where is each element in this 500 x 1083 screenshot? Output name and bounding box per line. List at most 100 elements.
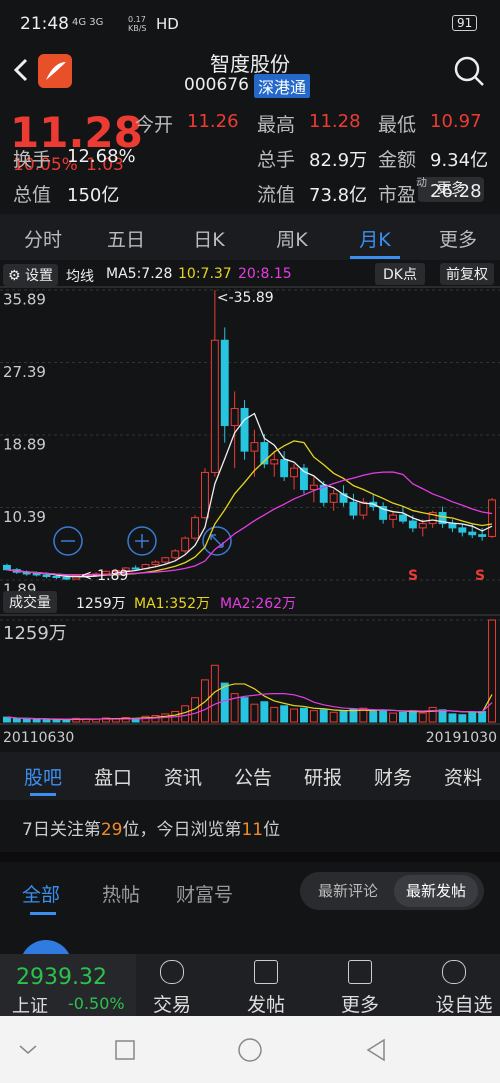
candle-body <box>181 537 190 552</box>
action-label[interactable]: 更多 <box>340 994 379 1016</box>
adjust-button[interactable]: 前复权 <box>440 263 494 285</box>
action-icon <box>254 960 278 984</box>
settings-label: 设置 <box>25 268 54 284</box>
candle-body <box>280 459 289 478</box>
content-tab[interactable]: 研报 <box>303 767 342 789</box>
stock-name: 智度股份 <box>210 52 290 76</box>
candle-body <box>52 576 61 579</box>
volume-bar <box>379 709 388 723</box>
field-value: 9.34亿 <box>430 150 489 171</box>
notice: 7日关注第29位，今日浏览第11位 <box>22 815 280 840</box>
period-tab[interactable]: 五日 <box>106 229 145 251</box>
candle-body <box>62 576 71 580</box>
volume-bar <box>260 701 269 723</box>
nav-buttons[interactable] <box>0 1016 500 1083</box>
volume-legend: 1259万 <box>76 596 126 612</box>
candle-body <box>319 484 328 503</box>
candle-body <box>448 523 457 529</box>
header-icons[interactable] <box>10 52 90 92</box>
candle-body <box>379 506 388 520</box>
candle-body <box>339 493 348 503</box>
search-icon[interactable] <box>452 54 486 88</box>
sort-option[interactable]: 最新评论 <box>317 882 378 900</box>
hd: HD <box>156 15 179 33</box>
field-label: 换手 <box>13 149 52 171</box>
field-label: 今开 <box>135 114 174 136</box>
candle-body <box>220 339 229 427</box>
candle-body <box>309 484 318 491</box>
dk-button[interactable]: DK点 <box>375 263 425 285</box>
tab-indicator <box>350 256 400 259</box>
candle-body <box>240 407 249 452</box>
candle-body <box>398 514 407 522</box>
field-label: 市盈 <box>378 184 417 206</box>
sub-tab[interactable]: 全部 <box>22 884 61 906</box>
y-tick-label: 10.39 <box>3 508 46 526</box>
ma10: 10:7.37 <box>178 266 232 282</box>
notice-rank: 11 <box>241 820 264 840</box>
field-label: 金额 <box>378 149 417 171</box>
divider <box>0 852 500 862</box>
field-label: 最高 <box>257 114 296 136</box>
zoom-buttons[interactable] <box>53 526 232 556</box>
content-tab[interactable]: 资料 <box>443 767 482 789</box>
volume-bar <box>309 710 318 723</box>
notice-text: 7日关注第 <box>22 820 101 840</box>
period-tab[interactable]: 周K <box>276 229 308 251</box>
action-label[interactable]: 设自选 <box>435 994 493 1016</box>
action-label[interactable]: 发帖 <box>246 994 285 1016</box>
price: 11.28 <box>10 108 143 157</box>
sub-tab[interactable]: 财富号 <box>176 884 234 906</box>
content-tab[interactable]: 股吧 <box>23 767 62 789</box>
volume-bar <box>290 708 299 723</box>
candle-body <box>230 407 239 427</box>
candle-body <box>478 534 487 537</box>
content-tab[interactable]: 盘口 <box>93 767 132 789</box>
more-button[interactable]: 更多 <box>418 177 484 202</box>
period-tab[interactable]: 日K <box>193 229 225 251</box>
nav-bar <box>0 1016 500 1083</box>
action-label[interactable]: 交易 <box>152 994 191 1016</box>
volume-button[interactable]: 成交量 <box>3 591 57 613</box>
content-tab[interactable]: 公告 <box>233 767 272 789</box>
field-value: 12.68% <box>67 146 136 167</box>
volume-legend: MA1:352万 <box>134 596 211 612</box>
candle-body <box>299 467 308 491</box>
content-tab[interactable]: 财务 <box>373 767 412 789</box>
signal: S <box>475 568 485 584</box>
action-icon <box>442 960 466 984</box>
index-box[interactable] <box>0 954 136 1016</box>
volume-bar <box>488 619 497 723</box>
volume-bar <box>339 710 348 723</box>
period-tab[interactable]: 月K <box>359 229 391 251</box>
period-tab[interactable]: 更多 <box>438 229 477 251</box>
signal: S <box>408 568 418 584</box>
ma5: MA5:7.28 <box>106 266 173 282</box>
sort-option[interactable]: 最新发帖 <box>394 875 478 907</box>
candle-body <box>468 531 477 536</box>
volume-bar <box>389 712 398 723</box>
volume-bar <box>398 711 407 723</box>
volume-bar <box>438 709 447 723</box>
ma-line <box>6 412 493 578</box>
field-sup: 动 <box>416 176 427 189</box>
speed: 0.17 KB/S <box>128 15 147 33</box>
sub-tab[interactable]: 热帖 <box>102 884 141 906</box>
content-tab[interactable]: 资讯 <box>163 767 202 789</box>
volume-bar <box>32 719 41 723</box>
y-tick-label: 27.39 <box>3 363 46 381</box>
candle-body <box>131 567 140 570</box>
candle-body <box>359 501 368 516</box>
candle-body <box>250 442 259 452</box>
change-pct: 10.05% <box>13 155 78 175</box>
candle-body <box>111 570 120 573</box>
period-tab[interactable]: 分时 <box>23 229 62 251</box>
settings-button[interactable]: ⚙ 设置 <box>3 264 59 286</box>
candle-body <box>438 512 447 525</box>
index-name: 上证 <box>12 996 48 1017</box>
volume-bar <box>458 714 467 723</box>
candle-body <box>418 523 427 529</box>
ma-line <box>6 693 493 720</box>
field-value: 11.28 <box>309 111 361 132</box>
candle-body <box>121 567 130 572</box>
